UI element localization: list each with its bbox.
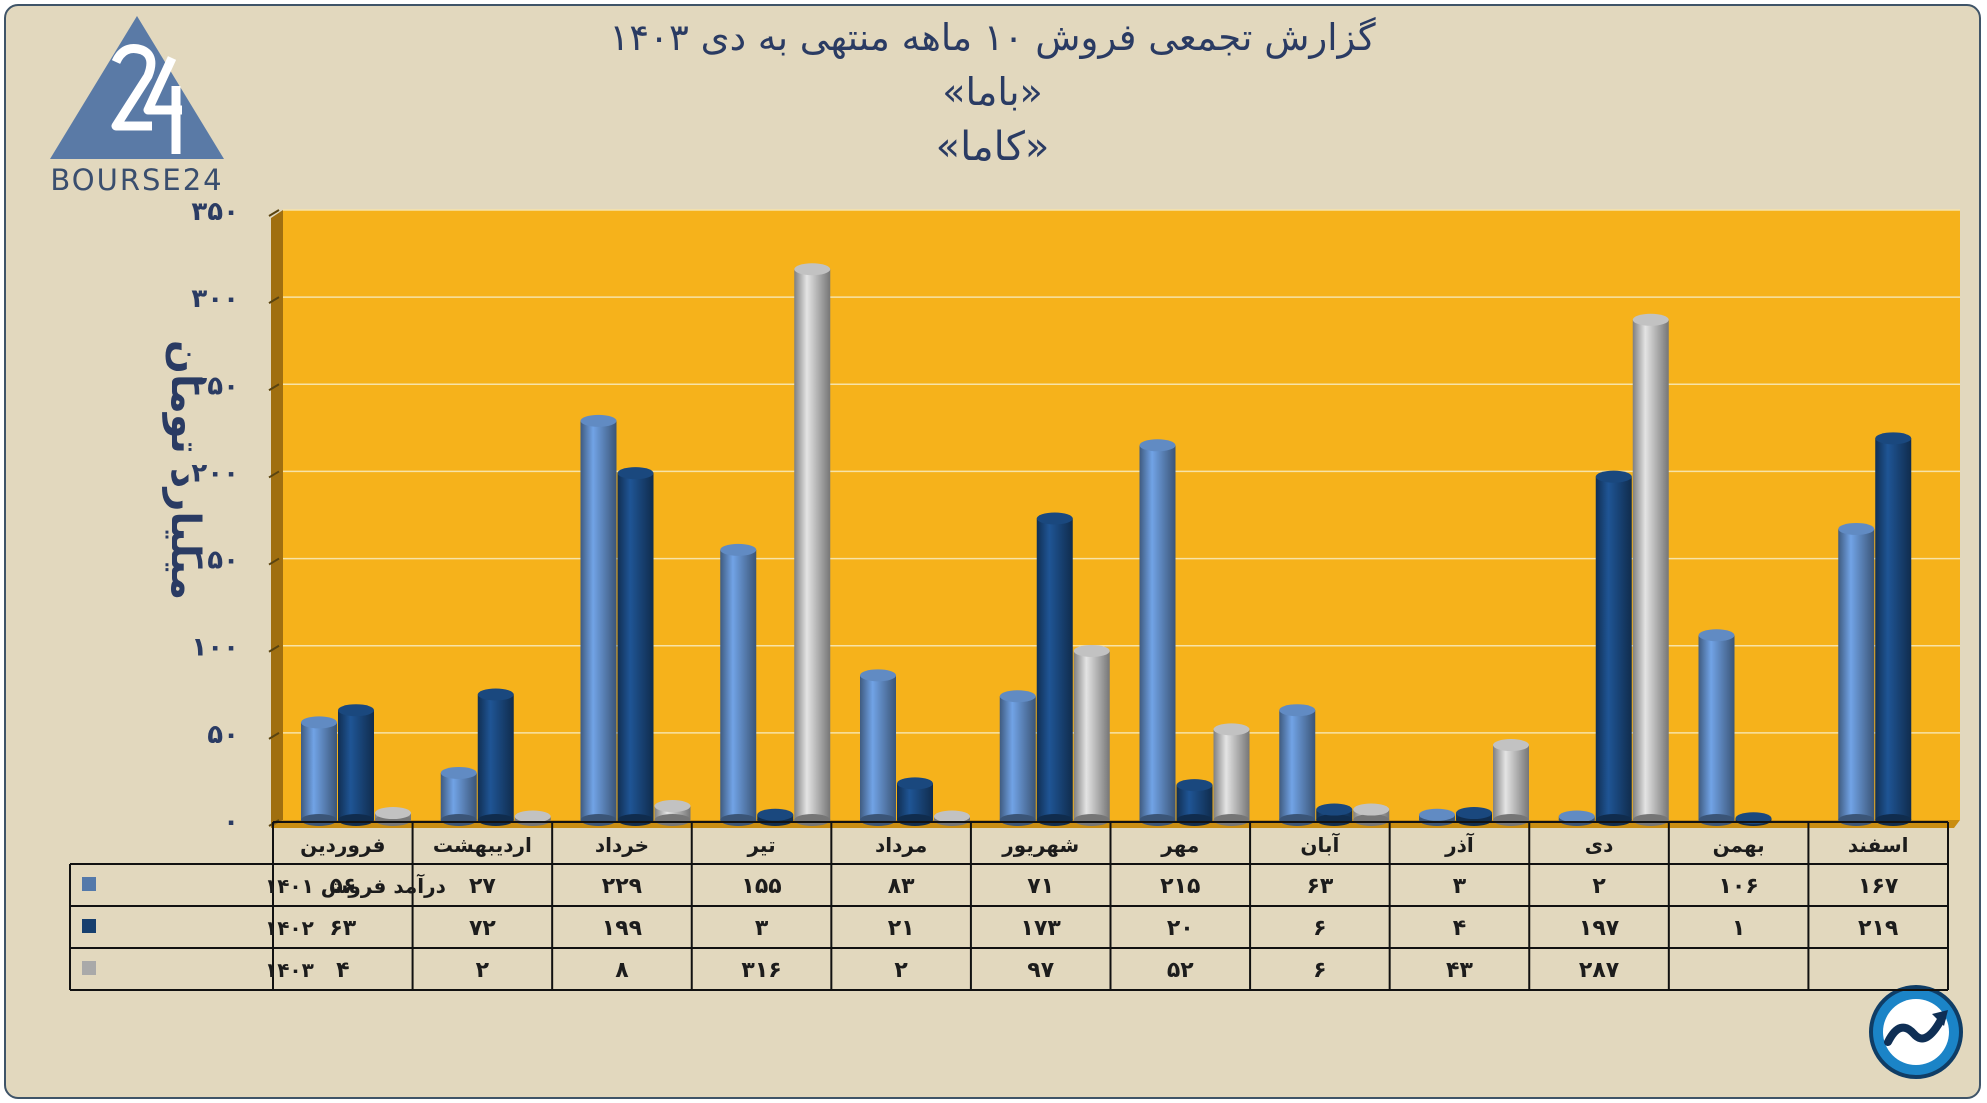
chart-subtitle-company-1: «باما» bbox=[942, 70, 1043, 114]
chart-frame: گزارش تجمعی فروش ۱۰ ماهه منتهی به دی ۱۴۰… bbox=[4, 4, 1981, 1099]
chart-subtitle-company-2: «کاما» bbox=[935, 124, 1050, 170]
trend-arrow-badge-icon bbox=[1869, 985, 1963, 1079]
bourse24-logo-icon: BOURSE24 bbox=[50, 16, 224, 197]
logo-text: BOURSE24 bbox=[50, 163, 223, 197]
chart-title: گزارش تجمعی فروش ۱۰ ماهه منتهی به دی ۱۴۰… bbox=[609, 16, 1376, 59]
